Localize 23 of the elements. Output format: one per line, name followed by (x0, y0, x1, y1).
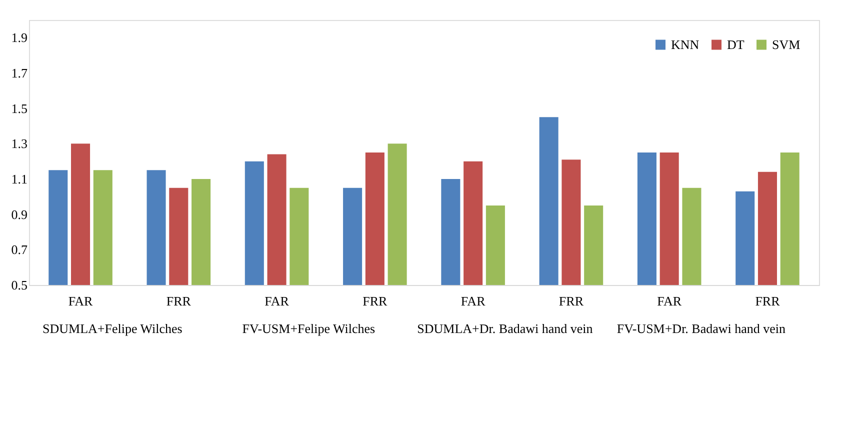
x-tick-label: FRR (362, 294, 388, 308)
y-tick-label: 0.9 (11, 206, 28, 222)
y-tick-label: 1.3 (11, 136, 28, 152)
x-tick-label: FAR (68, 294, 94, 308)
y-tick-label: 1.5 (11, 100, 28, 116)
legend-label: SVM (772, 36, 801, 52)
legend-label: KNN (671, 36, 700, 52)
x-tick-label: FRR (755, 294, 780, 308)
legend-label: DT (727, 36, 744, 52)
x-tick-label: FAR (460, 294, 486, 308)
x-tick-label: FAR (657, 294, 682, 308)
text: FV-USM+Dr. Badawi hand vein (616, 321, 786, 336)
text: SDUMLA+Felipe Wilches (42, 321, 182, 336)
x-tick-label: FRR (166, 294, 192, 308)
text: SDUMLA+Dr. Badawi hand vein (417, 321, 594, 336)
x-tick-label: FRR (558, 294, 584, 308)
x-tick-label: FAR (264, 294, 290, 308)
text: FV-USM+Felipe Wilches (242, 321, 376, 336)
y-tick-label: 1.9 (11, 30, 28, 46)
y-tick-label: 0.7 (11, 242, 28, 258)
y-tick-label: 0.5 (11, 278, 28, 292)
y-tick-label: 1.7 (11, 66, 28, 80)
y-tick-label: 1.1 (11, 172, 28, 186)
